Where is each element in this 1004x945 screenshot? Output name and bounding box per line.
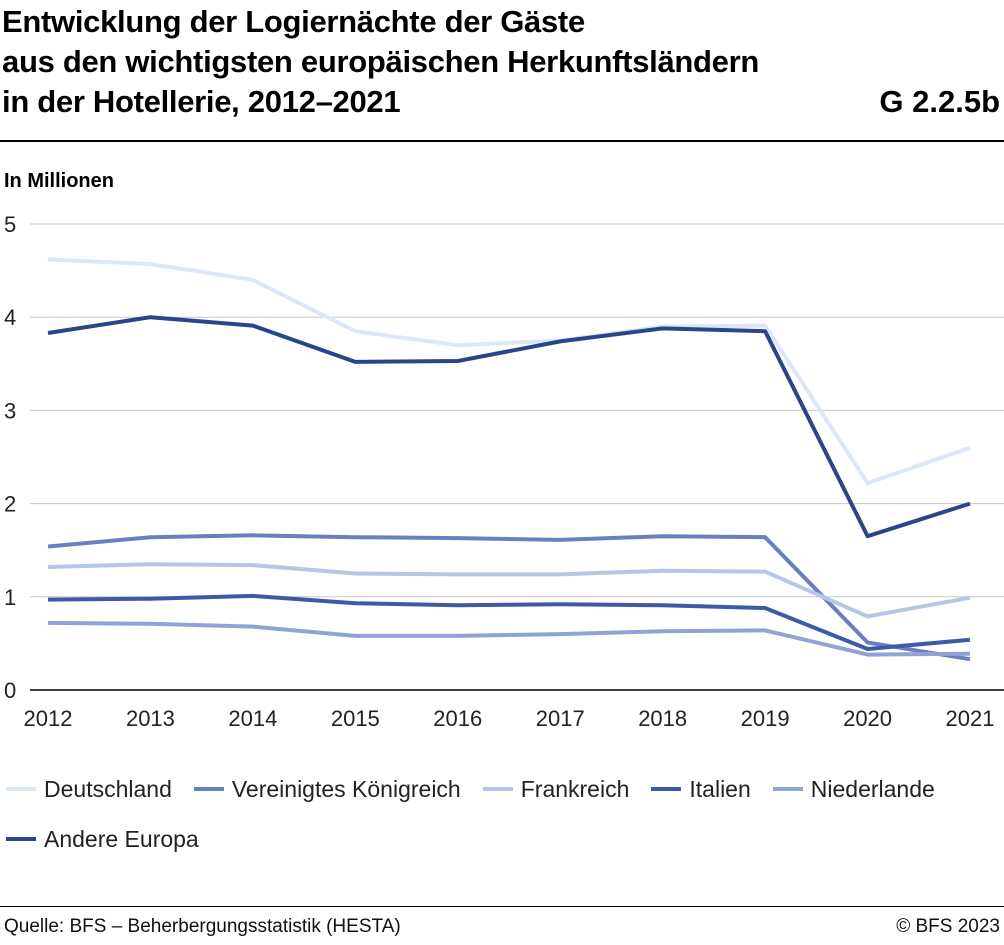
legend-item: Andere Europa — [6, 820, 199, 858]
y-tick-label: 4 — [4, 305, 16, 330]
x-tick-label: 2015 — [331, 706, 380, 731]
x-tick-label: 2017 — [536, 706, 585, 731]
legend-item: Frankreich — [482, 770, 630, 808]
y-tick-label: 1 — [4, 585, 16, 610]
y-tick-label: 5 — [4, 212, 16, 237]
series-line-5 — [47, 315, 971, 539]
footer-divider — [0, 906, 1004, 907]
series-line-1 — [47, 533, 971, 662]
y-tick-label: 0 — [4, 678, 16, 703]
source-note: Quelle: BFS – Beherbergungsstatistik (HE… — [4, 916, 401, 937]
x-tick-label: 2020 — [843, 706, 892, 731]
y-tick-label: 2 — [4, 492, 16, 517]
legend-label: Deutschland — [44, 775, 172, 802]
legend-label: Frankreich — [520, 775, 630, 802]
x-axis-ticks: 2012 2013 2014 2015 2016 2017 2018 2019 2020 2021 — [24, 706, 995, 731]
x-tick-label: 2014 — [228, 706, 277, 731]
figure-code: G 2.2.5b — [879, 84, 1000, 119]
x-tick-label: 2016 — [433, 706, 482, 731]
x-tick-label: 2021 — [946, 706, 995, 731]
legend-swatch — [6, 837, 36, 841]
legend-item: Niederlande — [772, 770, 935, 808]
header-divider — [0, 140, 1004, 142]
copyright-note: © BFS 2023 — [896, 916, 1000, 937]
legend-item: Italien — [651, 770, 751, 808]
x-tick-label: 2018 — [638, 706, 687, 731]
series-lines — [47, 257, 971, 662]
legend-label: Andere Europa — [44, 825, 199, 852]
legend-label: Italien — [689, 775, 751, 802]
legend-label: Niederlande — [810, 775, 935, 802]
y-tick-label: 3 — [4, 398, 16, 423]
legend-item: Vereinigtes Königreich — [193, 770, 461, 808]
legend-item: Deutschland — [6, 770, 172, 808]
series-line-0 — [47, 257, 971, 486]
legend-label: Vereinigtes Königreich — [231, 775, 461, 802]
legend: Deutschland Vereinigtes Königreich Frankre… — [6, 770, 996, 858]
y-axis-ticks: 0 1 2 3 4 5 — [4, 212, 16, 703]
chart-title-line-1: Entwicklung der Logiernächte der Gäste — [2, 4, 585, 39]
legend-swatch — [482, 787, 513, 791]
x-tick-label: 2013 — [126, 706, 175, 731]
series-line-3 — [47, 593, 971, 651]
chart-title-line-3: in der Hotellerie, 2012–2021 — [2, 84, 401, 119]
series-line-4 — [47, 620, 971, 657]
x-tick-label: 2019 — [741, 706, 790, 731]
y-axis-unit-label: In Millionen — [4, 170, 114, 192]
legend-swatch — [651, 787, 682, 791]
chart-title-line-2: aus den wichtigsten europäischen Herkunf… — [2, 44, 760, 79]
legend-swatch — [6, 787, 36, 791]
legend-swatch — [772, 787, 803, 791]
x-tick-label: 2012 — [24, 706, 73, 731]
chart-title: Entwicklung der Logiernächte der Gäste a… — [2, 2, 862, 122]
series-line-2 — [47, 562, 971, 619]
legend-swatch — [193, 787, 224, 791]
gridlines — [30, 223, 1004, 691]
